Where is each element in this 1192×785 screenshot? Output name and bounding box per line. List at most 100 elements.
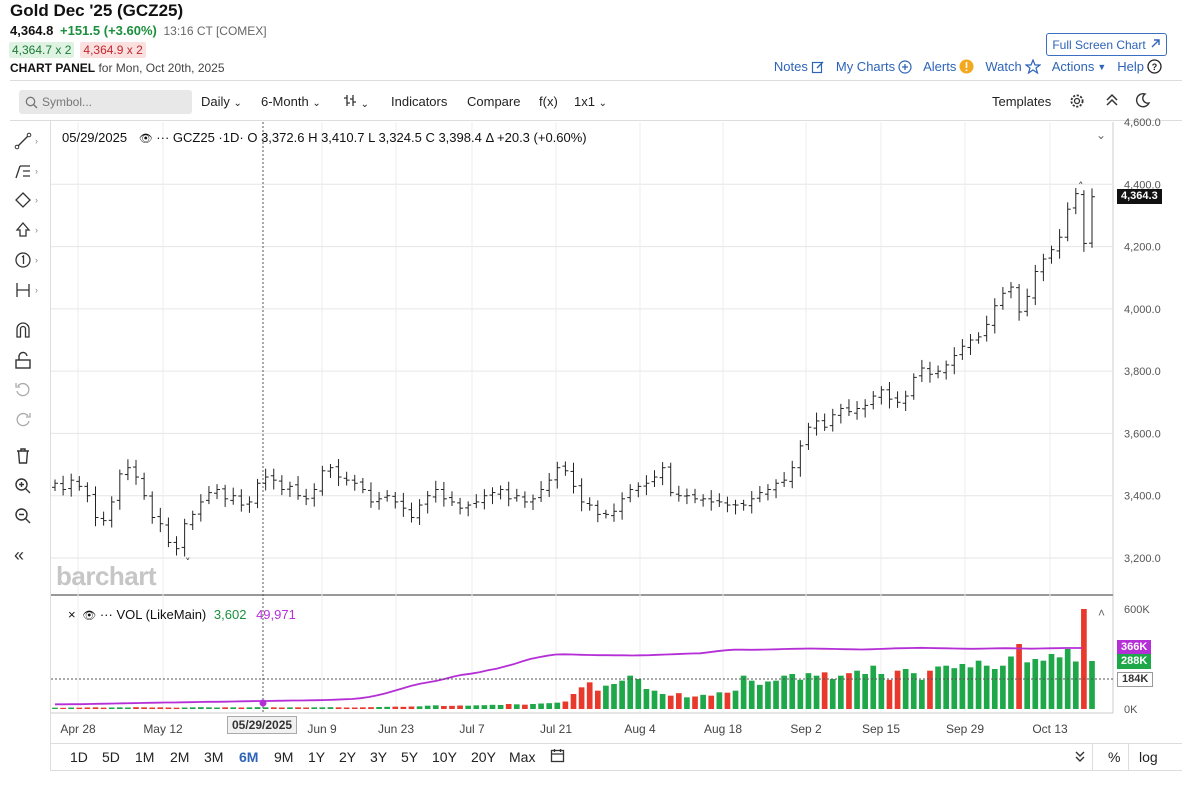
collapse-sidebar-button[interactable]: « <box>14 543 50 567</box>
log-scale-toggle[interactable]: log <box>1139 749 1158 765</box>
more-dots-icon[interactable]: ··· <box>156 130 170 145</box>
chart-type-dropdown[interactable]: ⌄ <box>343 94 369 110</box>
range-2m[interactable]: 2M <box>170 749 190 765</box>
range-1d[interactable]: 1D <box>70 749 88 765</box>
zoom-out-button[interactable] <box>14 504 50 528</box>
lock-tool[interactable] <box>14 348 50 372</box>
volume-bar <box>975 660 982 709</box>
volume-bar <box>927 670 933 709</box>
my-charts-link[interactable]: My Charts <box>836 59 912 74</box>
watch-link[interactable]: Watch <box>985 59 1041 74</box>
notes-link[interactable]: Notes <box>774 59 825 74</box>
range-max[interactable]: Max <box>509 749 536 765</box>
double-chevron-down-icon[interactable] <box>1074 749 1086 766</box>
redo-button[interactable] <box>14 408 50 432</box>
panel-label: CHART PANEL <box>10 61 96 75</box>
volume-bar <box>627 675 634 709</box>
range-2y[interactable]: 2Y <box>339 749 357 765</box>
volume-bar <box>708 695 715 709</box>
range-5d[interactable]: 5D <box>102 749 120 765</box>
volume-pane-collapse-icon[interactable]: ˄ <box>1098 606 1106 620</box>
volume-bar <box>408 706 415 709</box>
volume-bar <box>562 701 569 709</box>
sidebar-divider <box>50 121 51 771</box>
volume-bar <box>991 669 998 709</box>
period-dropdown[interactable]: 6-Month ⌄ <box>261 94 321 109</box>
undo-button[interactable] <box>14 378 50 402</box>
alerts-link[interactable]: Alerts <box>923 59 974 74</box>
price-tick-label: 3,400.0 <box>1124 491 1161 503</box>
legend-delta: Δ +20.3 (+0.60%) <box>485 130 587 145</box>
range-1y[interactable]: 1Y <box>308 749 326 765</box>
number-circle-icon <box>15 252 31 268</box>
settings-gear-icon[interactable] <box>1069 93 1085 112</box>
volume-bar <box>748 680 755 709</box>
volume-bar <box>368 707 374 709</box>
measure-tool[interactable]: › <box>14 278 50 302</box>
volume-bar <box>254 707 261 709</box>
range-5y[interactable]: 5Y <box>401 749 419 765</box>
volume-bar <box>675 693 682 709</box>
volume-bar <box>270 707 277 709</box>
trendline-tool[interactable]: › <box>14 129 50 153</box>
eye-icon[interactable]: 👁 <box>138 133 153 145</box>
caret-down-icon: ▼ <box>1097 61 1107 72</box>
volume-bar <box>1016 644 1022 709</box>
range-20y[interactable]: 20Y <box>471 749 496 765</box>
volume-bar <box>773 680 779 709</box>
volume-bar <box>424 705 431 709</box>
function-button[interactable]: f(x) <box>539 94 558 109</box>
cursor-date-label: 05/29/2025 <box>227 716 298 734</box>
delete-drawings-button[interactable] <box>14 444 50 468</box>
volume-ma-tag: 366K <box>1117 640 1152 655</box>
legend-collapse-chevron-icon[interactable]: ⌄ <box>1096 128 1107 142</box>
volume-average: 49,971 <box>256 607 296 622</box>
annotation-tool[interactable]: › <box>14 248 50 272</box>
magnet-tool[interactable] <box>14 318 50 342</box>
volume-bar <box>959 664 966 709</box>
layout-dropdown[interactable]: 1x1 ⌄ <box>574 94 607 109</box>
fibonacci-tool[interactable]: › <box>14 159 50 183</box>
volume-bar <box>376 707 382 709</box>
range-10y[interactable]: 10Y <box>432 749 457 765</box>
range-1m[interactable]: 1M <box>135 749 155 765</box>
arrow-tool[interactable]: › <box>14 218 50 242</box>
compare-button[interactable]: Compare <box>467 94 521 109</box>
more-dots-icon[interactable]: ··· <box>99 607 113 622</box>
volume-bar <box>659 694 666 709</box>
watch-label: Watch <box>985 59 1022 74</box>
time-tick-label: Jun 9 <box>307 722 337 736</box>
volume-bar <box>133 707 139 709</box>
eye-icon[interactable]: 👁 <box>82 610 97 622</box>
interval-dropdown[interactable]: Daily ⌄ <box>201 94 242 109</box>
templates-button[interactable]: Templates <box>992 94 1052 109</box>
collapse-up-icon[interactable] <box>1105 92 1119 111</box>
range-3y[interactable]: 3Y <box>370 749 388 765</box>
volume-bar <box>214 707 220 709</box>
range-6m[interactable]: 6M <box>239 749 259 765</box>
range-3m[interactable]: 3M <box>204 749 224 765</box>
help-link[interactable]: Help ? <box>1117 59 1162 74</box>
volume-bar <box>303 707 309 709</box>
volume-bar <box>643 689 650 709</box>
volume-bar <box>76 707 83 709</box>
actions-menu[interactable]: Actions ▼ <box>1052 59 1107 74</box>
volume-bar <box>854 670 860 709</box>
dark-mode-moon-icon[interactable] <box>1135 92 1151 111</box>
range-9m[interactable]: 9M <box>274 749 294 765</box>
calendar-icon[interactable] <box>550 748 565 766</box>
close-icon[interactable]: × <box>68 607 76 622</box>
percent-scale-toggle[interactable]: % <box>1108 749 1121 765</box>
volume-bar <box>238 707 245 709</box>
volume-bar <box>1081 609 1087 709</box>
arrow-up-icon <box>15 222 31 237</box>
indicators-button[interactable]: Indicators <box>391 94 448 109</box>
zoom-in-button[interactable] <box>14 474 50 498</box>
volume-bar <box>84 707 91 709</box>
full-screen-chart-button[interactable]: Full Screen Chart <box>1046 33 1167 56</box>
shapes-tool[interactable]: › <box>14 188 50 212</box>
symbol-search-input[interactable]: Symbol... <box>19 90 192 114</box>
volume-bar <box>821 672 828 709</box>
full-screen-label: Full Screen Chart <box>1052 37 1146 52</box>
